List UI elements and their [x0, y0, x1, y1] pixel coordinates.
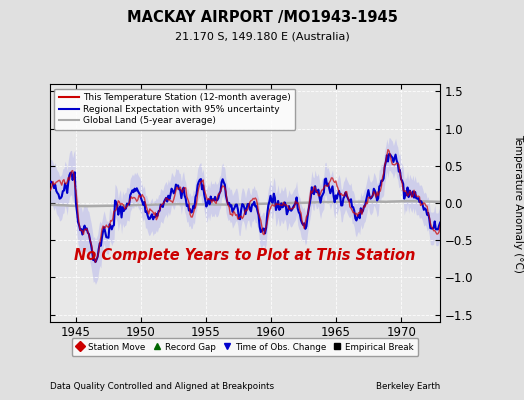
Y-axis label: Temperature Anomaly (°C): Temperature Anomaly (°C) [513, 134, 523, 272]
Legend: Station Move, Record Gap, Time of Obs. Change, Empirical Break: Station Move, Record Gap, Time of Obs. C… [72, 338, 418, 356]
Legend: This Temperature Station (12-month average), Regional Expectation with 95% uncer: This Temperature Station (12-month avera… [54, 88, 296, 130]
Text: No Complete Years to Plot at This Station: No Complete Years to Plot at This Statio… [74, 248, 416, 263]
Text: Berkeley Earth: Berkeley Earth [376, 382, 440, 391]
Text: MACKAY AIRPORT /MO1943-1945: MACKAY AIRPORT /MO1943-1945 [127, 10, 397, 25]
Text: Data Quality Controlled and Aligned at Breakpoints: Data Quality Controlled and Aligned at B… [50, 382, 274, 391]
Text: 21.170 S, 149.180 E (Australia): 21.170 S, 149.180 E (Australia) [174, 31, 350, 41]
